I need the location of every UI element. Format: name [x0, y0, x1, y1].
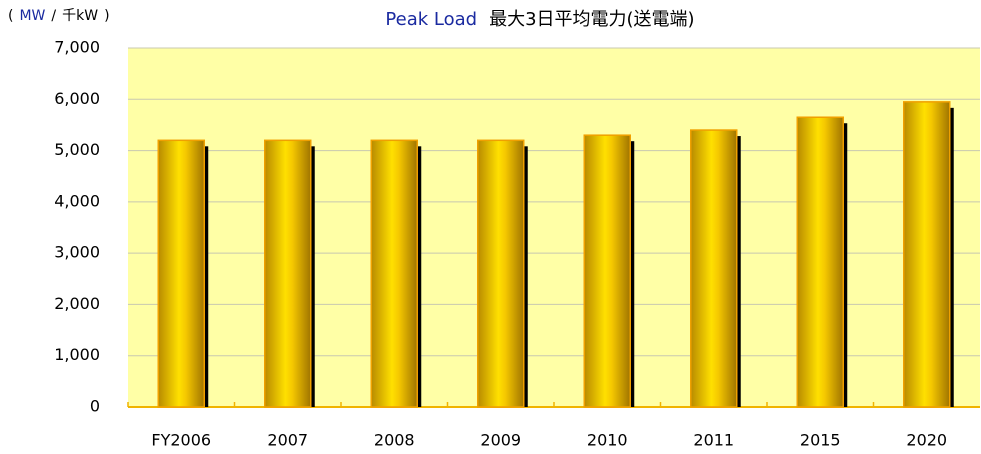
bar	[690, 129, 738, 408]
x-tick-label: 2020	[906, 431, 947, 450]
title-ja: 最大3日平均電力(送電端)	[489, 9, 695, 30]
x-tick-label: 2010	[587, 431, 628, 450]
y-axis-label-part: 千kW	[62, 8, 98, 24]
y-axis-label-part: /	[51, 8, 56, 24]
bar	[796, 116, 844, 408]
y-axis-label-part: MW	[19, 8, 45, 24]
x-tick-label: 2011	[693, 431, 734, 450]
x-tick-label: 2008	[374, 431, 415, 450]
bar	[370, 139, 418, 408]
y-axis-label: ( MW / 千kW)	[8, 8, 110, 24]
bar	[583, 134, 631, 408]
y-tick-label: 3,000	[54, 243, 100, 262]
bar	[264, 139, 312, 408]
bar	[903, 101, 951, 408]
x-tick-label: FY2006	[151, 431, 211, 450]
y-axis-label-part: (	[8, 8, 13, 24]
plot-area	[128, 48, 980, 407]
chart-title: Peak Load 最大3日平均電力(送電端)	[385, 9, 694, 30]
x-tick-label: 2015	[800, 431, 841, 450]
y-tick-label: 1,000	[54, 345, 100, 364]
bar	[477, 139, 525, 408]
y-tick-label: 6,000	[54, 89, 100, 108]
y-tick-label: 2,000	[54, 294, 100, 313]
y-tick-label: 5,000	[54, 140, 100, 159]
y-tick-label: 7,000	[54, 38, 100, 57]
y-tick-label: 0	[90, 397, 100, 416]
x-tick-label: 2009	[480, 431, 521, 450]
title-en: Peak Load	[385, 9, 477, 30]
y-axis-label-part: )	[104, 8, 109, 24]
y-tick-label: 4,000	[54, 191, 100, 210]
x-tick-label: 2007	[267, 431, 308, 450]
bar	[157, 139, 205, 408]
